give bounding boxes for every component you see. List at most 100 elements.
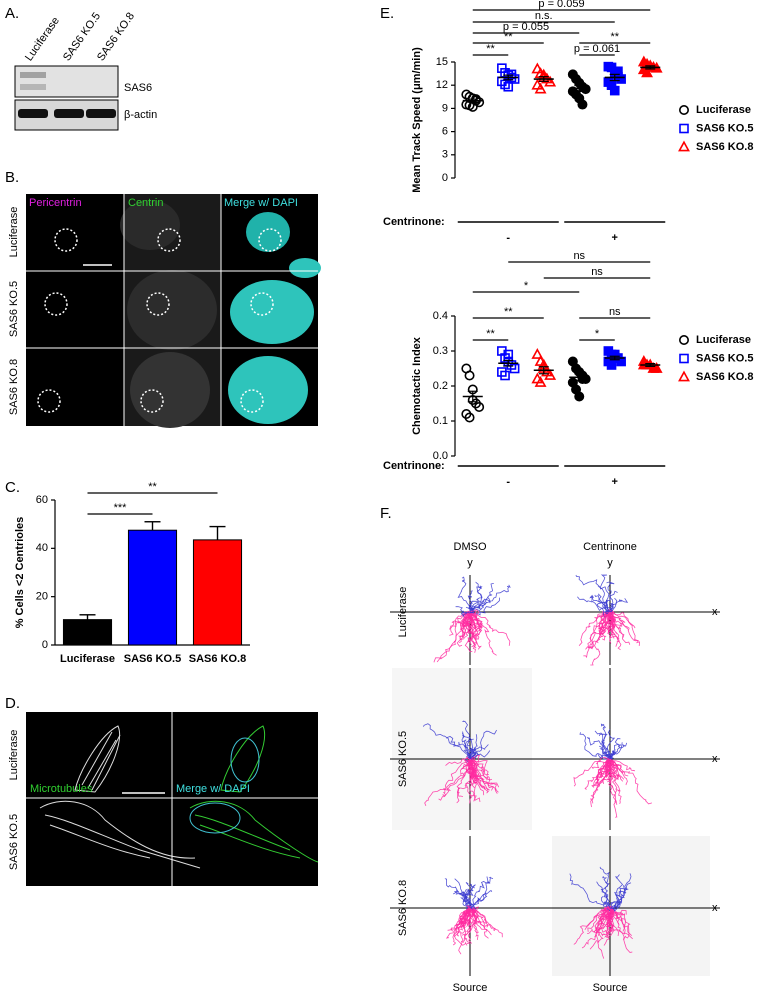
track — [469, 758, 489, 791]
track — [459, 611, 471, 643]
track — [468, 758, 498, 794]
point — [509, 363, 520, 374]
track — [469, 876, 491, 909]
track — [462, 907, 472, 944]
track — [606, 757, 614, 772]
centriole-circle — [54, 228, 78, 252]
track — [469, 581, 483, 613]
track — [575, 574, 611, 613]
track — [469, 754, 481, 767]
blot: Luciferase SAS6 KO.5 SAS6 KO.8 SAS6 β-ac… — [14, 10, 157, 131]
track — [609, 598, 629, 614]
legend-label: SAS6 KO.5 — [696, 122, 753, 134]
track — [601, 611, 611, 641]
point — [609, 85, 620, 96]
significance-label: * — [595, 328, 600, 340]
track — [467, 610, 477, 653]
group-label: - — [506, 232, 510, 244]
staining-grid: Pericentrin Centrin Merge w/ DAPI Lucife… — [8, 194, 321, 428]
group-axis-label: Centrinone: — [383, 216, 445, 228]
track — [597, 593, 613, 614]
significance-label: * — [524, 280, 529, 292]
y-tick-label: 12 — [436, 79, 448, 91]
point — [531, 62, 544, 74]
legend-marker — [679, 123, 689, 134]
point — [577, 99, 588, 110]
track — [598, 611, 611, 633]
row-label: SAS6 KO.8 — [8, 359, 20, 415]
y-tick-label: 0.0 — [433, 450, 448, 462]
track — [469, 744, 489, 760]
track — [577, 596, 611, 613]
y-tick-label: 6 — [442, 126, 448, 138]
y-tick-label: 40 — [36, 542, 48, 554]
row-label: SAS6 KO.5 — [8, 281, 20, 337]
channel-label: Microtubules — [30, 783, 93, 795]
track — [598, 733, 612, 760]
track — [569, 873, 611, 909]
legend-label: Luciferase — [696, 334, 751, 346]
centriole-circle — [37, 389, 61, 413]
channel-label: Merge w/ DAPI — [176, 783, 250, 795]
cell-outline — [74, 725, 120, 793]
legend-label: Luciferase — [696, 104, 751, 116]
track — [609, 893, 619, 910]
track — [608, 742, 628, 761]
track — [469, 601, 488, 613]
track — [600, 906, 611, 936]
legend-marker — [678, 334, 689, 345]
track — [469, 907, 496, 932]
point — [574, 391, 585, 402]
track — [609, 907, 620, 925]
point — [534, 82, 547, 94]
significance-label: *** — [114, 502, 128, 514]
panel-label: B. — [5, 169, 19, 186]
microtubules — [81, 731, 121, 791]
panel-label: C. — [5, 479, 20, 496]
track — [469, 584, 511, 613]
centriole-circle — [44, 292, 68, 316]
point — [464, 370, 475, 381]
panel-label: F. — [380, 505, 392, 522]
track — [584, 906, 611, 931]
group-label: + — [612, 232, 618, 244]
nucleus — [230, 737, 260, 783]
track — [609, 907, 632, 936]
nucleus — [246, 212, 290, 252]
band — [86, 109, 116, 118]
legend-label: SAS6 KO.8 — [696, 371, 753, 383]
bar — [127, 529, 178, 646]
track — [424, 758, 471, 807]
significance-label: ** — [610, 31, 619, 43]
y-tick-label: 15 — [436, 56, 448, 68]
track — [469, 611, 511, 646]
significance-label: n.s. — [535, 10, 553, 22]
track — [469, 907, 503, 938]
nucleus — [230, 280, 314, 344]
legend-label: SAS6 KO.5 — [696, 352, 753, 364]
group-axis-label: Centrinone: — [383, 460, 445, 472]
y-tick-label: 20 — [36, 591, 48, 603]
row-label: Luciferase — [8, 207, 20, 258]
track — [453, 907, 472, 955]
track — [609, 758, 617, 772]
point — [650, 362, 663, 373]
band — [20, 72, 46, 78]
centriole-circle — [157, 228, 181, 252]
point — [606, 360, 617, 370]
track — [469, 751, 479, 760]
track — [585, 611, 611, 650]
track — [599, 866, 611, 909]
track — [583, 611, 611, 659]
y-tick-label: 0.3 — [433, 345, 448, 357]
centriole-circle — [250, 292, 274, 316]
x-tick-label: Luciferase — [60, 653, 115, 665]
blot-image — [14, 65, 119, 98]
track — [591, 758, 611, 788]
y-tick-label: 3 — [442, 149, 448, 161]
protein-label: β-actin — [124, 109, 157, 121]
y-axis-label: % Cells <2 Centrioles — [14, 517, 26, 629]
bar — [62, 619, 113, 646]
cell — [127, 270, 217, 350]
cell — [120, 200, 180, 250]
